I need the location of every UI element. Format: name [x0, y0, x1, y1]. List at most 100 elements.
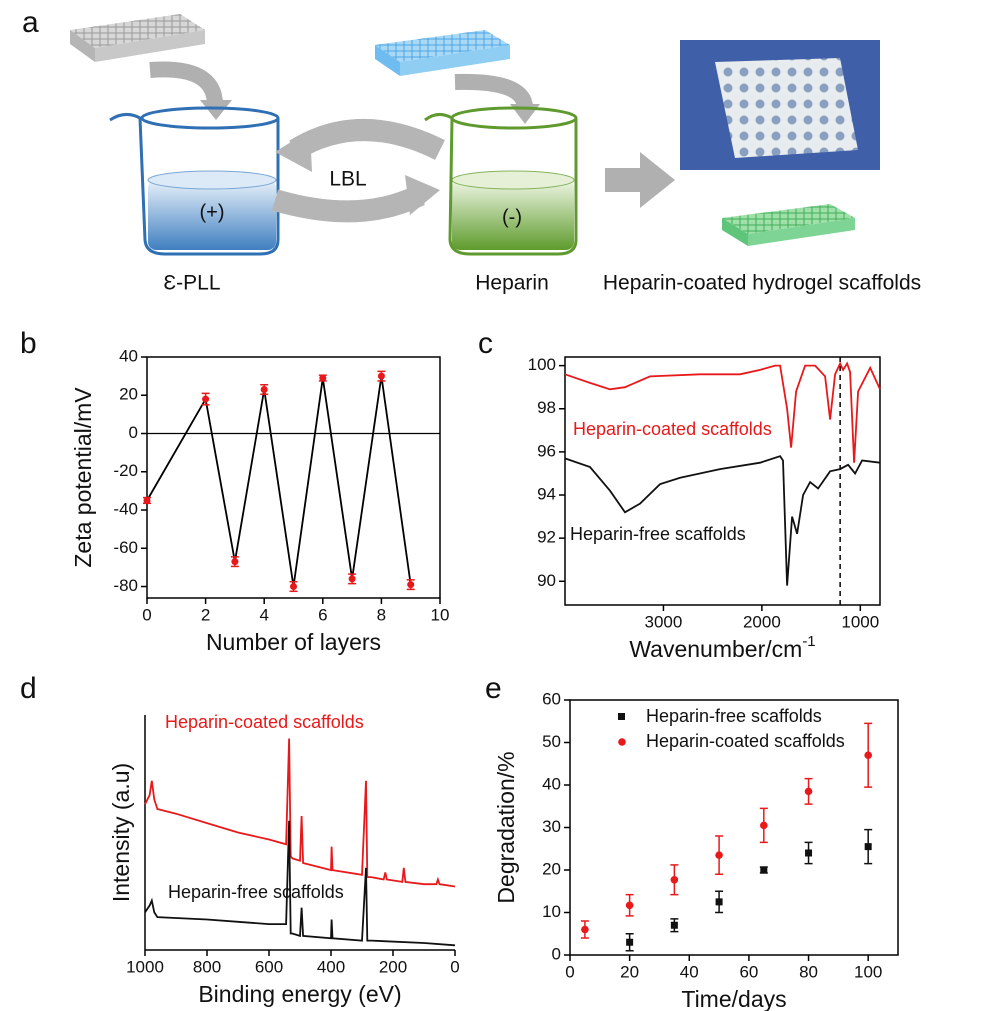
x-tick-label: 10 [431, 605, 450, 624]
panel-label: c [478, 327, 493, 360]
y-tick-label: 92 [537, 528, 556, 547]
x-tick-label: 6 [318, 605, 327, 624]
series-line [144, 820, 456, 947]
product-label: Heparin-coated hydrogel scaffolds [603, 272, 921, 295]
x-tick-label: 0 [565, 962, 574, 981]
y-tick-label: 96 [537, 441, 556, 460]
liquid-surface [147, 170, 277, 190]
scaffold-front [748, 218, 855, 246]
chart: c 3000 2000 1000 90 92 94 96 98 100 Wavenumber/cm-… [478, 327, 881, 662]
y-tick-label: 0 [129, 423, 138, 442]
x-tick-label: 1000 [841, 612, 879, 631]
series-label: Heparin-free scaffolds [168, 882, 344, 902]
marker [625, 901, 634, 910]
beaker [424, 113, 578, 256]
marker [670, 875, 679, 884]
x-tick-label: 200 [379, 957, 407, 976]
y-axis-label: Intensity (a.u) [108, 763, 134, 902]
y-tick-label: 40 [119, 346, 138, 365]
x-tick-label: 800 [193, 957, 221, 976]
series-line [144, 738, 456, 888]
liquid-surface [451, 170, 575, 190]
panel-label: e [485, 672, 502, 705]
marker [715, 898, 723, 906]
series-label: Heparin-coated scaffolds [573, 419, 772, 439]
series-line [146, 375, 412, 587]
x-axis-label: Wavenumber/cm-1 [629, 633, 815, 662]
y-tick-label: -40 [113, 500, 138, 519]
liquid [452, 180, 574, 250]
x-axis-label: Time/days [681, 986, 786, 1011]
beaker-rim [450, 106, 578, 130]
arrow-down [454, 73, 533, 110]
series-label: Heparin-free scaffolds [570, 524, 746, 544]
photo-scaffold [715, 58, 858, 158]
x-tick-label: 20 [620, 962, 639, 981]
x-tick-label: 0 [450, 957, 459, 976]
legend-label: Heparin-coated scaffolds [646, 731, 845, 751]
marker [805, 849, 813, 857]
arrow-back [289, 119, 445, 160]
y-tick-label: 94 [537, 485, 556, 504]
scaffold-green [722, 204, 855, 234]
y-tick-label: 40 [542, 774, 561, 793]
series-line [564, 361, 881, 463]
x-tick-label: 80 [799, 962, 818, 981]
y-axis-label: Degradation/% [493, 751, 519, 903]
chart: e 0 20 40 60 80 100 0 10 20 30 40 50 60 Time/days Degra… [485, 672, 899, 1011]
series-label: Heparin-coated scaffolds [165, 712, 364, 732]
panel-label: d [20, 672, 37, 705]
charge: (+) [200, 201, 225, 223]
x-tick-label: 3000 [645, 612, 683, 631]
beaker-label: Heparin [475, 272, 549, 295]
y-tick-label: -20 [113, 461, 138, 480]
arrow-head [405, 175, 440, 215]
x-axis-label-sup: -1 [802, 633, 815, 650]
scaffold-front [95, 30, 205, 62]
y-tick-label: 0 [552, 944, 561, 963]
panel-label: b [20, 327, 37, 360]
beaker-label: Ɛ-PLL [163, 272, 220, 295]
x-axis-label-text: Wavenumber/cm [629, 636, 802, 662]
y-tick-label: 20 [542, 859, 561, 878]
x-tick-label: 40 [680, 962, 699, 981]
scaffold-side [375, 45, 400, 76]
panel-a: a LBL (+) (-) [22, 6, 921, 295]
y-tick-label: 50 [542, 732, 561, 751]
legend-label: Heparin-free scaffolds [646, 706, 822, 726]
marker [377, 372, 385, 380]
x-axis-label-text: Time/days [681, 986, 786, 1011]
arrow-right [605, 152, 675, 208]
scaffold-side [70, 30, 95, 62]
marker [319, 374, 327, 382]
beaker [109, 113, 280, 256]
x-tick-label: 2 [201, 605, 210, 624]
x-axis-label-text: Number of layers [206, 629, 381, 655]
marker [260, 386, 268, 394]
charge: (-) [502, 206, 522, 228]
marker [143, 496, 151, 504]
x-axis-label: Number of layers [206, 629, 381, 655]
x-tick-label: 100 [854, 962, 882, 981]
x-tick-label: 60 [739, 962, 758, 981]
y-tick-label: 20 [119, 385, 138, 404]
marker [626, 938, 634, 946]
marker [864, 843, 872, 851]
plot-frame [564, 356, 881, 606]
x-tick-label: 1000 [126, 957, 164, 976]
arrow-forward [271, 185, 425, 223]
series-line [564, 455, 881, 586]
y-tick-label: -80 [113, 576, 138, 595]
x-tick-label: 0 [142, 605, 151, 624]
scaffold-side [722, 218, 748, 246]
beaker-rim [140, 106, 280, 130]
x-tick-label: 2000 [743, 612, 781, 631]
marker [231, 558, 239, 566]
arrow-head [275, 130, 312, 172]
chart: d 1000 800 600 400 200 0 Binding energy (eV) Int… [20, 672, 460, 1007]
x-axis-label: Binding energy (eV) [198, 981, 401, 1007]
marker [290, 583, 297, 591]
plot-frame [146, 356, 441, 599]
marker [581, 925, 589, 934]
